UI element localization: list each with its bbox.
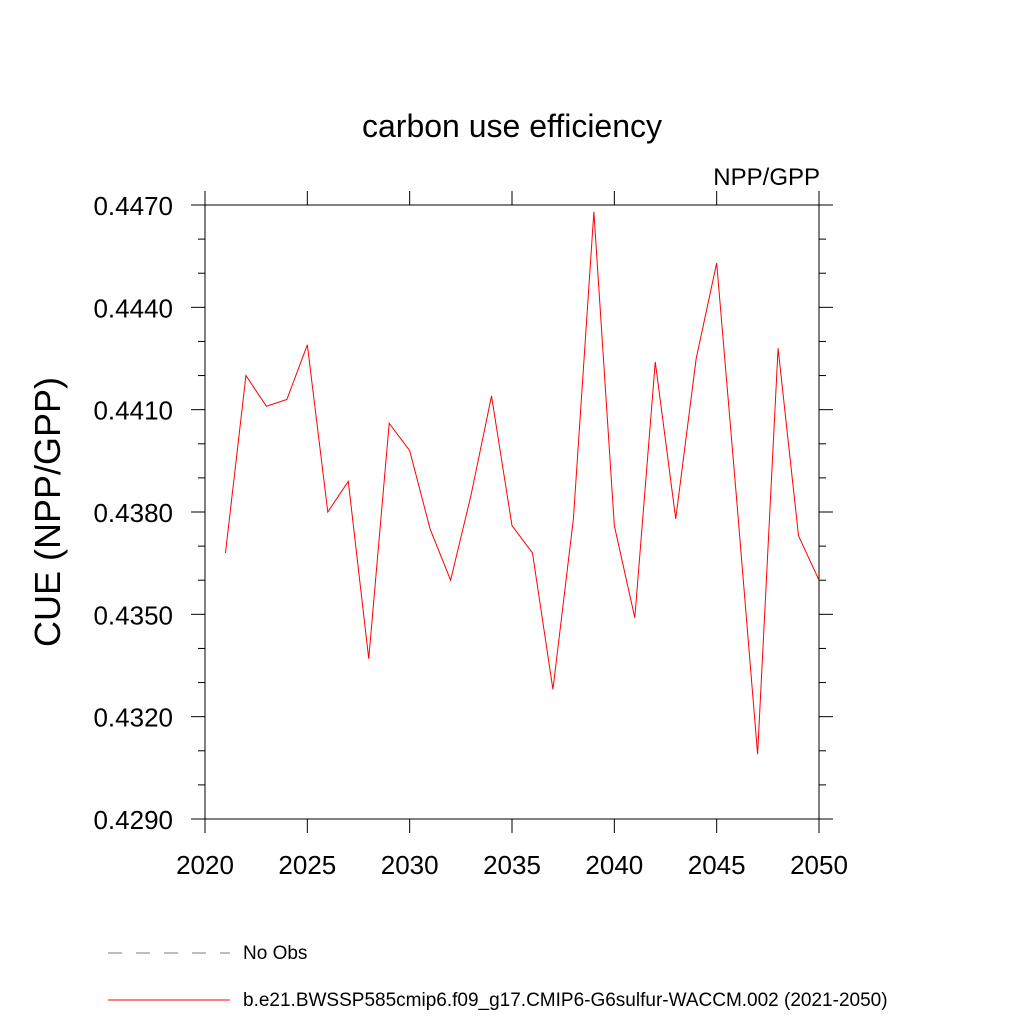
x-tick-label: 2045 — [688, 850, 746, 880]
legend-label-no-obs: No Obs — [243, 943, 307, 964]
y-tick-label: 0.4350 — [93, 600, 173, 630]
chart-title: carbon use efficiency — [362, 108, 662, 144]
y-tick-label: 0.4470 — [93, 191, 173, 221]
x-tick-label: 2040 — [585, 850, 643, 880]
y-tick-label: 0.4440 — [93, 293, 173, 323]
y-tick-label: 0.4410 — [93, 396, 173, 426]
y-tick-label: 0.4290 — [93, 805, 173, 835]
y-axis-label: CUE (NPP/GPP) — [27, 377, 68, 647]
plot-frame — [204, 204, 820, 820]
y-tick-label: 0.4380 — [93, 498, 173, 528]
y-tick-label: 0.4320 — [93, 703, 173, 733]
series-layer — [224, 211, 820, 755]
x-tick-label: 2025 — [278, 850, 336, 880]
axes: 2020 2025 2030 2035 2040 2045 2050 0.4290 0.4320… — [93, 191, 848, 880]
legend-label-model: b.e21.BWSSP585cmip6.f09_g17.CMIP6-G6sulf… — [243, 990, 888, 1011]
x-tick-label: 2035 — [483, 850, 541, 880]
x-tick-label: 2030 — [381, 850, 439, 880]
legend: No Obs b.e21.BWSSP585cmip6.f09_g17.CMIP6… — [108, 943, 888, 1011]
chart-subtitle: NPP/GPP — [713, 164, 820, 191]
x-tick-label: 2050 — [790, 850, 848, 880]
x-tick-label: 2020 — [176, 850, 234, 880]
series-line-0 — [224, 211, 820, 755]
